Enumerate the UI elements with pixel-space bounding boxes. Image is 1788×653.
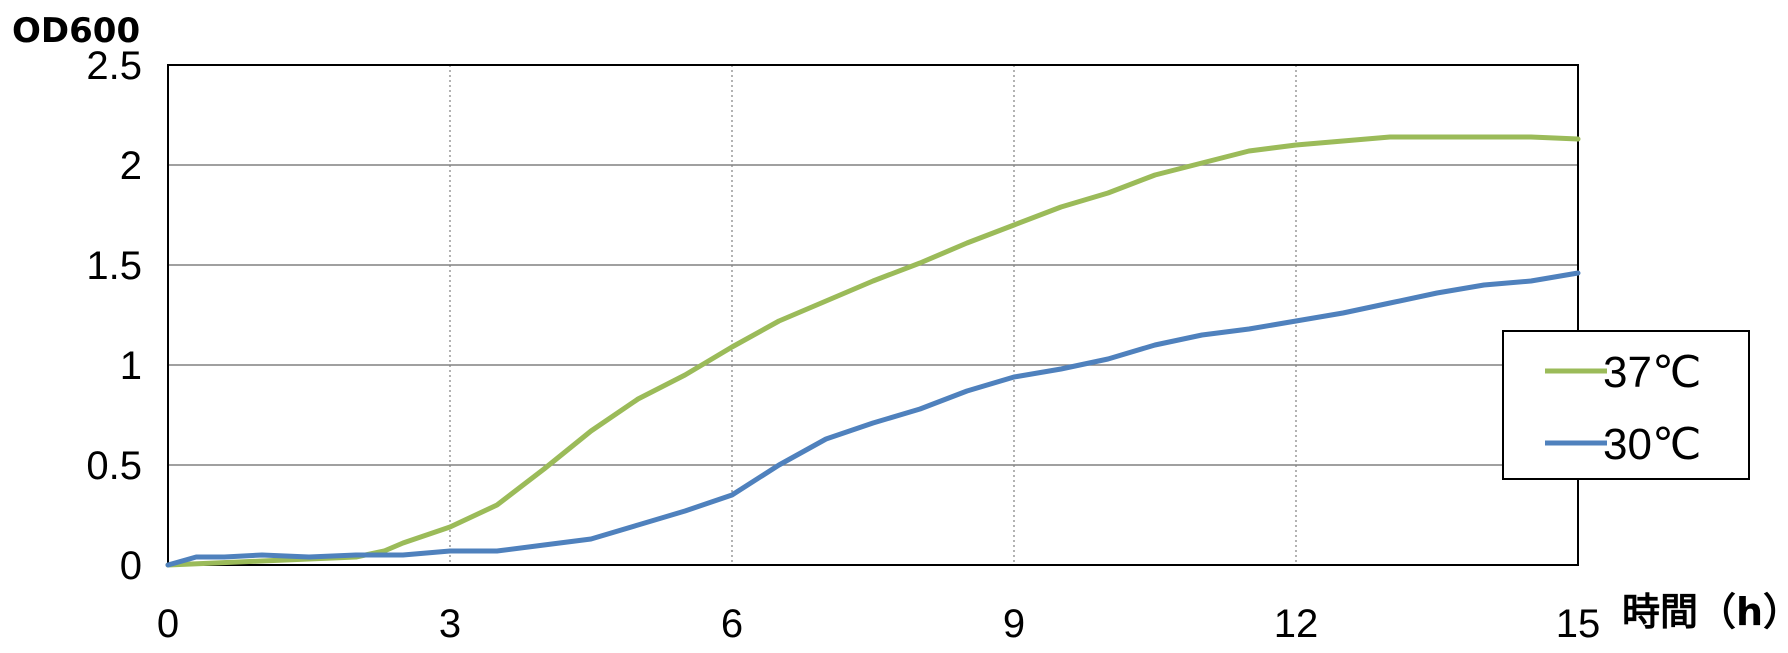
axis-ticks: 0 0.5 1 1.5 2 2.5 0 3 6 9 12 15 [86, 44, 1600, 646]
x-tick-label: 6 [721, 602, 743, 646]
series-lines [165, 134, 1581, 568]
y-tick-label: 0.5 [86, 444, 142, 488]
y-axis-label: OD600 [12, 11, 140, 51]
x-tick-label: 0 [157, 602, 179, 646]
x-tick-label: 12 [1274, 602, 1319, 646]
x-tick-label: 15 [1556, 602, 1601, 646]
legend-label: 30℃ [1603, 420, 1701, 469]
y-tick-label: 1.5 [86, 244, 142, 288]
grid-lines [168, 65, 1578, 565]
legend-box [1502, 330, 1750, 480]
y-tick-label: 1 [120, 344, 142, 388]
x-axis-label: 時間（h） [1622, 590, 1788, 634]
plot-area-frame [167, 64, 1579, 566]
series-line-1 [165, 270, 1581, 568]
y-tick-label: 0 [120, 544, 142, 588]
x-tick-label: 9 [1003, 602, 1025, 646]
x-tick-label: 3 [439, 602, 461, 646]
y-tick-label: 2 [120, 144, 142, 188]
legend: 37℃30℃ [1502, 330, 1750, 480]
series-line-0 [165, 134, 1581, 568]
legend-label: 37℃ [1603, 348, 1701, 397]
y-tick-label: 2.5 [86, 44, 142, 88]
